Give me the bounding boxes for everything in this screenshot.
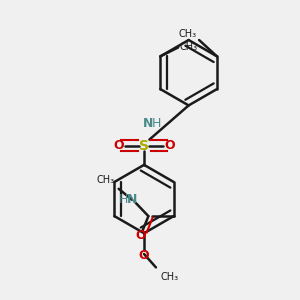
Text: N: N: [127, 193, 137, 206]
Text: S: S: [139, 139, 149, 152]
Text: O: O: [113, 139, 124, 152]
Text: O: O: [139, 249, 149, 262]
Text: CH₃: CH₃: [180, 43, 198, 52]
Text: CH₃: CH₃: [96, 175, 114, 185]
Text: H: H: [119, 193, 128, 206]
Text: O: O: [165, 139, 175, 152]
Text: H: H: [151, 118, 160, 130]
Text: CH₃: CH₃: [160, 272, 178, 282]
Text: O: O: [136, 229, 146, 242]
Text: N: N: [142, 118, 153, 130]
Text: CH₃: CH₃: [178, 28, 196, 38]
